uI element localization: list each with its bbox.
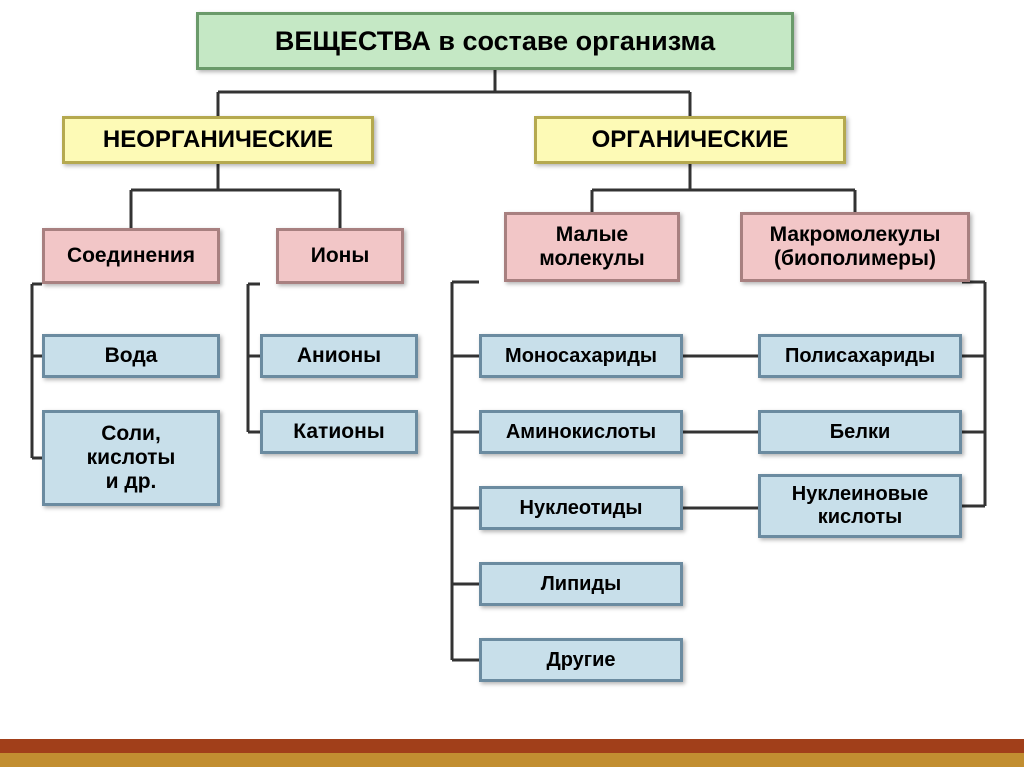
node-salts: Соли,кислотыи др. [42, 410, 220, 506]
node-protein: Белки [758, 410, 962, 454]
node-poly: Полисахариды [758, 334, 962, 378]
node-label: Ионы [311, 244, 370, 268]
node-ions: Ионы [276, 228, 404, 284]
node-label: Нуклеиновыекислоты [792, 483, 928, 529]
node-lipids: Липиды [479, 562, 683, 606]
node-other: Другие [479, 638, 683, 682]
node-comp: Соединения [42, 228, 220, 284]
node-label: Белки [830, 421, 891, 444]
node-label: Нуклеотиды [520, 497, 643, 520]
node-inorg: НЕОРГАНИЧЕСКИЕ [62, 116, 374, 164]
node-label: Соли,кислотыи др. [87, 422, 176, 494]
diagram-canvas: ВЕЩЕСТВА в составе организма НЕОРГАНИЧЕС… [0, 0, 1024, 767]
node-label: Соединения [67, 244, 195, 268]
node-label: Полисахариды [785, 345, 935, 368]
node-label: Липиды [541, 573, 621, 596]
node-label: Моносахариды [505, 345, 657, 368]
node-cations: Катионы [260, 410, 418, 454]
node-label: Катионы [293, 420, 384, 444]
node-label: ВЕЩЕСТВА в составе организма [275, 26, 715, 57]
node-label: Вода [105, 344, 158, 368]
node-label: Анионы [297, 344, 381, 368]
node-water: Вода [42, 334, 220, 378]
node-macro: Макромолекулы(биополимеры) [740, 212, 970, 282]
node-label: Макромолекулы(биополимеры) [770, 223, 941, 271]
node-root: ВЕЩЕСТВА в составе организма [196, 12, 794, 70]
node-mono: Моносахариды [479, 334, 683, 378]
node-label: Аминокислоты [506, 421, 656, 444]
footer-bar-light [0, 753, 1024, 767]
footer-bar-dark [0, 739, 1024, 753]
node-label: ОРГАНИЧЕСКИЕ [592, 126, 789, 154]
node-label: НЕОРГАНИЧЕСКИЕ [103, 126, 333, 154]
node-amino: Аминокислоты [479, 410, 683, 454]
node-nucleic: Нуклеиновыекислоты [758, 474, 962, 538]
node-label: Другие [546, 649, 615, 672]
node-anions: Анионы [260, 334, 418, 378]
node-org: ОРГАНИЧЕСКИЕ [534, 116, 846, 164]
node-nucleo: Нуклеотиды [479, 486, 683, 530]
node-small: Малыемолекулы [504, 212, 680, 282]
node-label: Малыемолекулы [539, 223, 645, 271]
